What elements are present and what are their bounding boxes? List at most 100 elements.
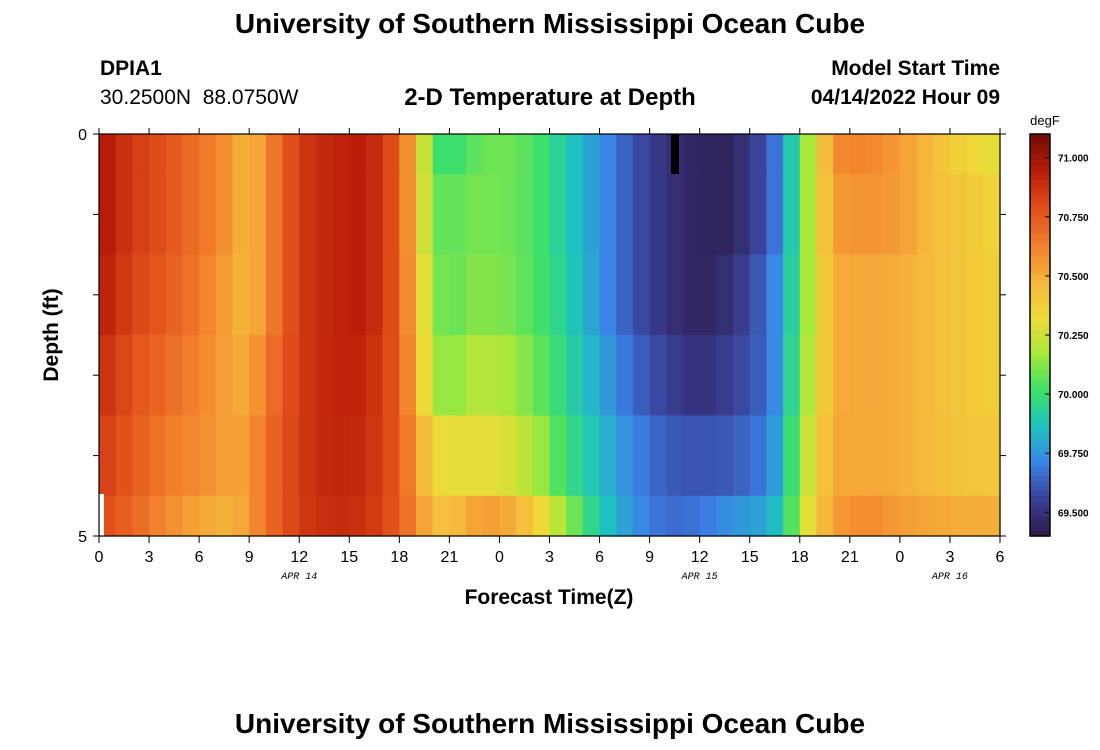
x-axis-label: Forecast Time(Z) [465,586,634,609]
heatmap-cell [483,174,500,255]
heatmap-cell [566,496,583,537]
heatmap-cell [600,255,617,336]
heatmap-cell [166,174,183,255]
heatmap-cell [466,335,483,416]
heatmap-cell [666,255,683,336]
colorbar-segment [1030,360,1050,366]
y-tick-label: 0 [78,127,87,144]
colorbar: 71.00070.75070.50070.25070.00069.75069.5… [1030,134,1089,537]
heatmap-cell [550,335,567,416]
colorbar-segment [1030,295,1050,301]
heatmap-cell [583,174,600,255]
heatmap-cell [399,335,416,416]
heatmap-cell [199,134,216,175]
x-tick-label: 9 [645,549,654,566]
heatmap-cell [216,496,233,537]
heatmap-cell [833,496,850,537]
colorbar-segment [1030,400,1050,406]
heatmap-cell [783,496,800,537]
heatmap-cell [132,335,149,416]
colorbar-segment [1030,199,1050,205]
heatmap-cell [449,174,466,255]
heatmap-cell [683,134,700,175]
colorbar-tick-label: 70.000 [1058,390,1089,401]
heatmap-cell [433,134,450,175]
colorbar-segment [1030,516,1050,522]
heatmap-cell [533,496,550,537]
y-axis-label: Depth (ft) [40,288,63,381]
heatmap-cell [249,255,266,336]
heatmap-cell [449,415,466,496]
colorbar-segment [1030,235,1050,241]
heatmap-cell [333,415,350,496]
colorbar-segment [1030,436,1050,442]
heatmap-cell [366,496,383,537]
heatmap-cell [933,255,950,336]
colorbar-segment [1030,154,1050,160]
heatmap-cell [416,255,433,336]
heatmap-cell [583,335,600,416]
heatmap-cell [633,415,650,496]
heatmap-cell [266,255,283,336]
heatmap-cell [883,415,900,496]
heatmap-cell [750,335,767,416]
heatmap-cell [816,134,833,175]
heatmap-cell [550,174,567,255]
heatmap-cell [967,415,984,496]
heatmap-cell [867,134,884,175]
heatmap-cell [600,496,617,537]
heatmap-cell [166,496,183,537]
colorbar-segment [1030,476,1050,482]
heatmap-cell [833,335,850,416]
heatmap-cell [933,415,950,496]
heatmap-cell [533,415,550,496]
heatmap-cell [533,335,550,416]
heatmap-cell [950,255,967,336]
heatmap-cell [766,255,783,336]
heatmap-cell [933,335,950,416]
heatmap-cell [283,335,300,416]
colorbar-segment [1030,189,1050,195]
heatmap-cell [499,335,516,416]
colorbar-segment [1030,305,1050,311]
heatmap-cell [816,174,833,255]
heatmap-cell [399,496,416,537]
heatmap-cell [600,174,617,255]
heatmap-cell [917,255,934,336]
heatmap-cell [266,134,283,175]
x-tick-label: 15 [340,549,358,566]
heatmap-cell [266,174,283,255]
heatmap-cell [499,174,516,255]
heatmap-cell [349,255,366,336]
colorbar-segment [1030,315,1050,321]
heatmap-cell [700,255,717,336]
heatmap-cell [516,134,533,175]
heatmap-cell [149,255,166,336]
colorbar-segment [1030,290,1050,296]
x-tick-label: 21 [841,549,859,566]
heatmap-cell [566,335,583,416]
heatmap-cell [683,415,700,496]
colorbar-segment [1030,511,1050,517]
colorbar-segment [1030,265,1050,271]
heatmap-cell [666,174,683,255]
heatmap-cell [633,496,650,537]
heatmap-cell [216,174,233,255]
heatmap-cell [383,255,400,336]
heatmap-cell [616,255,633,336]
heatmap-cell [266,415,283,496]
heatmap-cell [833,174,850,255]
heatmap-cell [683,335,700,416]
colorbar-segment [1030,320,1050,326]
heatmap-cell [850,255,867,336]
heatmap-cell [499,496,516,537]
heatmap-cell [433,255,450,336]
colorbar-segment [1030,430,1050,436]
heatmap-cell [883,496,900,537]
heatmap-cell [416,134,433,175]
colorbar-segment [1030,144,1050,150]
heatmap-cell [466,255,483,336]
heatmap-cell [433,174,450,255]
colorbar-segment [1030,496,1050,502]
